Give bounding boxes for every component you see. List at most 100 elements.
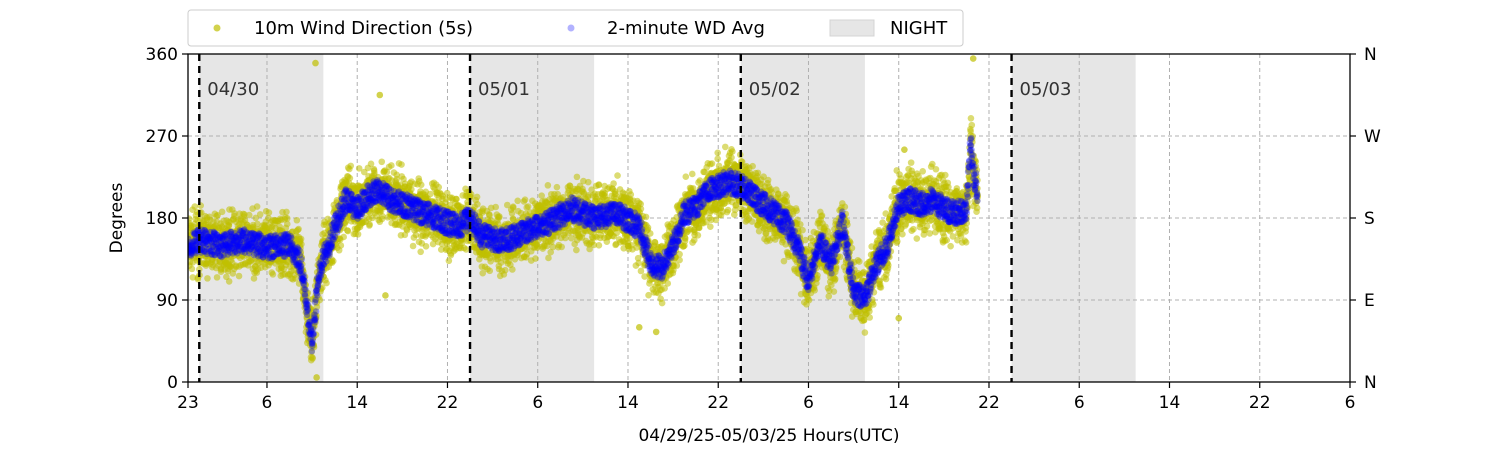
raw-point: [877, 284, 885, 291]
raw-point: [754, 169, 762, 177]
raw-point: [398, 161, 405, 168]
raw-point: [283, 215, 291, 222]
raw-point: [544, 182, 552, 189]
raw-point: [283, 208, 290, 216]
raw-point: [676, 250, 683, 258]
raw-point: [225, 278, 233, 285]
raw-point: [231, 210, 238, 217]
raw-point: [514, 197, 522, 205]
raw-point: [610, 180, 617, 187]
raw-point: [213, 274, 221, 281]
raw-point: [302, 281, 309, 289]
raw-point: [300, 268, 307, 276]
raw-point: [245, 211, 253, 219]
raw-point: [492, 203, 500, 211]
raw-point: [694, 232, 702, 239]
raw-point: [682, 173, 690, 181]
raw-point: [297, 248, 305, 256]
raw-point: [347, 162, 355, 170]
raw-point: [474, 200, 481, 208]
raw-point: [793, 207, 800, 215]
raw-point: [707, 223, 714, 230]
raw-point: [627, 191, 635, 198]
raw-point: [189, 274, 197, 281]
raw-point: [861, 329, 869, 336]
raw-point: [301, 273, 309, 281]
raw-point: [388, 162, 395, 169]
raw-point: [855, 258, 863, 265]
raw-point: [728, 154, 735, 161]
raw-point: [188, 215, 193, 223]
raw-point: [304, 289, 312, 297]
raw-point: [422, 243, 430, 250]
raw-point: [204, 275, 211, 282]
raw-point: [831, 275, 839, 283]
raw-point: [235, 272, 243, 280]
raw-point: [346, 174, 354, 182]
raw-point: [366, 221, 373, 228]
raw-point: [323, 279, 330, 287]
raw-point: [340, 233, 347, 241]
raw-point: [635, 259, 642, 267]
raw-point: [714, 155, 721, 163]
raw-point: [614, 172, 621, 179]
raw-point: [295, 225, 302, 233]
raw-point: [462, 246, 470, 253]
raw-point: [354, 230, 362, 238]
raw-point: [573, 173, 581, 181]
raw-point: [714, 149, 721, 157]
raw-point: [524, 203, 532, 210]
raw-point: [378, 158, 386, 166]
raw-point: [252, 214, 259, 222]
raw-point: [724, 206, 732, 214]
raw-point: [297, 235, 305, 243]
raw-point: [553, 183, 561, 191]
raw-point: [637, 205, 645, 213]
raw-point: [304, 294, 311, 302]
raw-point: [642, 213, 650, 221]
raw-point: [316, 296, 324, 304]
raw-point: [676, 256, 683, 264]
raw-point: [253, 203, 261, 210]
raw-point: [708, 160, 716, 167]
raw-point: [265, 209, 273, 216]
raw-point: [595, 181, 603, 188]
raw-point: [509, 266, 516, 273]
raw-point: [310, 343, 318, 351]
raw-point: [256, 211, 264, 218]
raw-point: [721, 143, 729, 151]
raw-point: [688, 170, 696, 178]
raw-point: [473, 193, 481, 201]
raw-point: [764, 176, 772, 184]
raw-point: [545, 254, 552, 262]
raw-point: [818, 212, 826, 219]
raw-point: [558, 243, 566, 251]
raw-point: [729, 148, 736, 155]
raw-point: [435, 183, 443, 191]
raw-point: [797, 221, 804, 228]
raw-point: [866, 314, 873, 321]
raw-point: [521, 196, 529, 204]
raw-point: [805, 296, 813, 304]
raw-point: [313, 312, 320, 319]
raw-point: [453, 195, 460, 203]
raw-point: [191, 203, 199, 210]
raw-point: [408, 186, 415, 193]
raw-point: [409, 242, 417, 250]
raw-point: [417, 248, 424, 256]
raw-point: [298, 260, 306, 268]
raw-point: [417, 181, 425, 189]
raw-point: [337, 242, 345, 249]
raw-point: [344, 227, 352, 235]
raw-point: [195, 266, 203, 273]
raw-point: [250, 275, 258, 282]
raw-point: [313, 303, 321, 311]
raw-point: [298, 254, 305, 261]
raw-point: [292, 275, 299, 282]
raw-point: [644, 224, 652, 231]
raw-point: [501, 266, 509, 274]
raw-series-points: [188, 55, 982, 381]
raw-point: [830, 288, 838, 295]
raw-point: [532, 255, 539, 262]
